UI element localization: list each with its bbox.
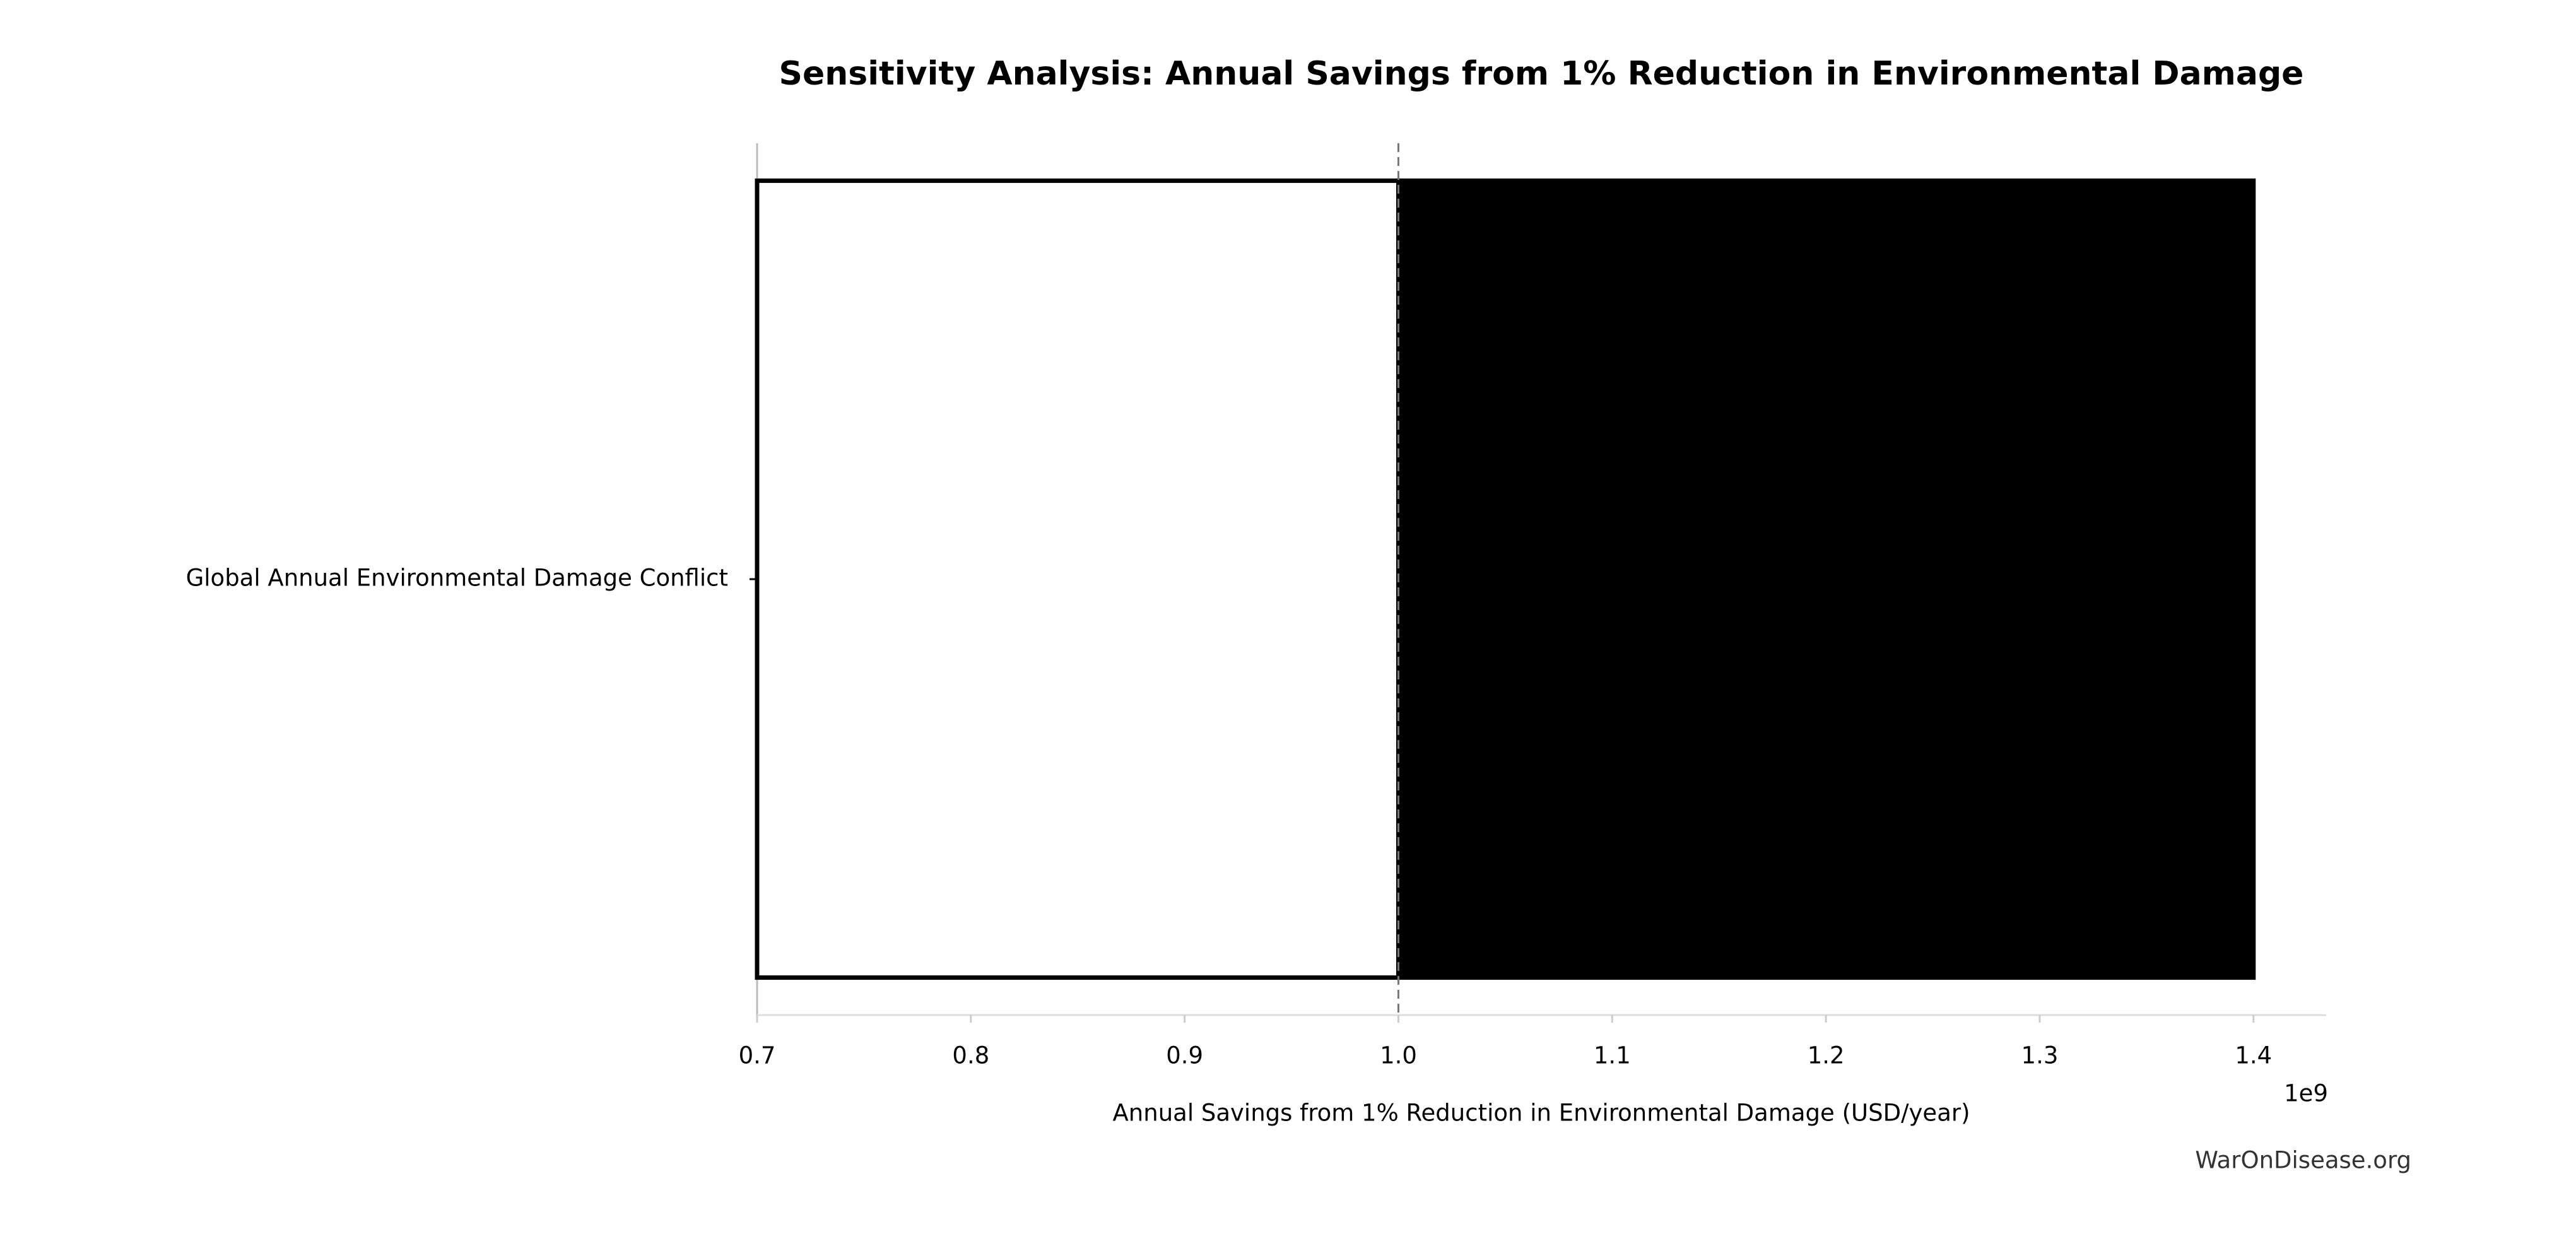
x-tick-label: 1.1 — [1594, 1042, 1631, 1069]
low-bar — [755, 178, 1401, 980]
x-tick-label: 0.7 — [739, 1042, 776, 1069]
x-tick-label: 0.9 — [1166, 1042, 1203, 1069]
high-bar — [1396, 178, 2256, 980]
x-tick-label: 1.3 — [2021, 1042, 2059, 1069]
x-tick-label: 1.0 — [1380, 1042, 1417, 1069]
x-tick-label: 1.2 — [1808, 1042, 1845, 1069]
x-axis-label: Annual Savings from 1% Reduction in Envi… — [1112, 1100, 1970, 1127]
x-tick-label: 0.8 — [952, 1042, 989, 1069]
y-tick-label: Global Annual Environmental Damage Confl… — [186, 565, 728, 592]
x-tick-label: 1.4 — [2235, 1042, 2272, 1069]
watermark: WarOnDisease.org — [2195, 1147, 2411, 1174]
chart-title: Sensitivity Analysis: Annual Savings fro… — [779, 55, 2304, 93]
offset-label: 1e9 — [2284, 1080, 2328, 1107]
